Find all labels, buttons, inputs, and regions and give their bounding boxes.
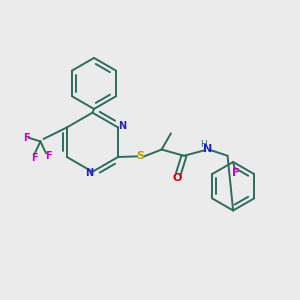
Text: H: H — [200, 140, 207, 149]
Text: O: O — [172, 173, 182, 183]
Text: F: F — [232, 168, 239, 178]
Text: S: S — [136, 152, 144, 161]
Text: F: F — [23, 133, 29, 143]
Text: N: N — [118, 121, 126, 131]
Text: F: F — [45, 151, 52, 161]
Text: N: N — [85, 168, 93, 178]
Text: F: F — [31, 153, 38, 163]
Text: N: N — [203, 144, 212, 154]
